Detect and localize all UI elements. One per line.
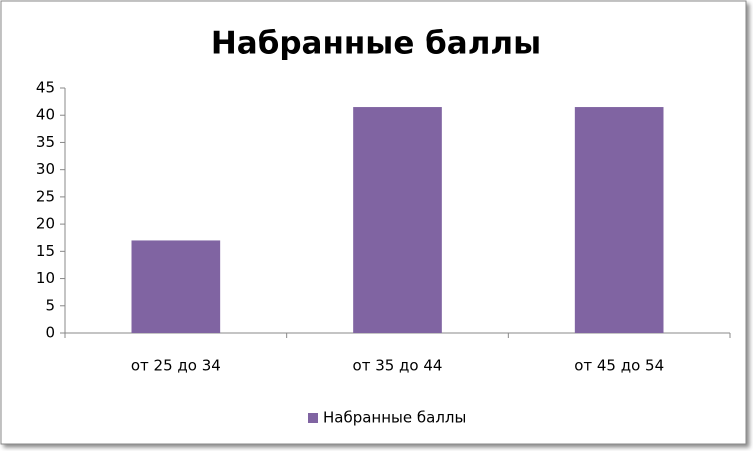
x-tick-label: от 35 до 44 (353, 357, 443, 375)
y-tick-label: 25 (36, 187, 55, 205)
y-tick-label: 40 (36, 106, 55, 124)
y-tick-label: 45 (36, 79, 55, 97)
y-tick-label: 0 (45, 324, 55, 342)
y-tick-label: 30 (36, 160, 55, 178)
x-tick-label: от 25 до 34 (131, 357, 221, 375)
legend-swatch (308, 413, 318, 423)
bar (574, 107, 664, 333)
legend-label: Набранные баллы (323, 409, 466, 427)
y-tick-label: 10 (36, 269, 55, 287)
bar (353, 107, 442, 333)
chart-title: Набранные баллы (211, 26, 541, 62)
y-tick-label: 15 (36, 242, 55, 260)
y-tick-label: 20 (36, 215, 55, 233)
y-tick-label: 5 (45, 296, 55, 314)
bar (131, 240, 221, 333)
y-tick-label: 35 (36, 133, 55, 151)
x-tick-label: от 45 до 54 (574, 357, 664, 375)
